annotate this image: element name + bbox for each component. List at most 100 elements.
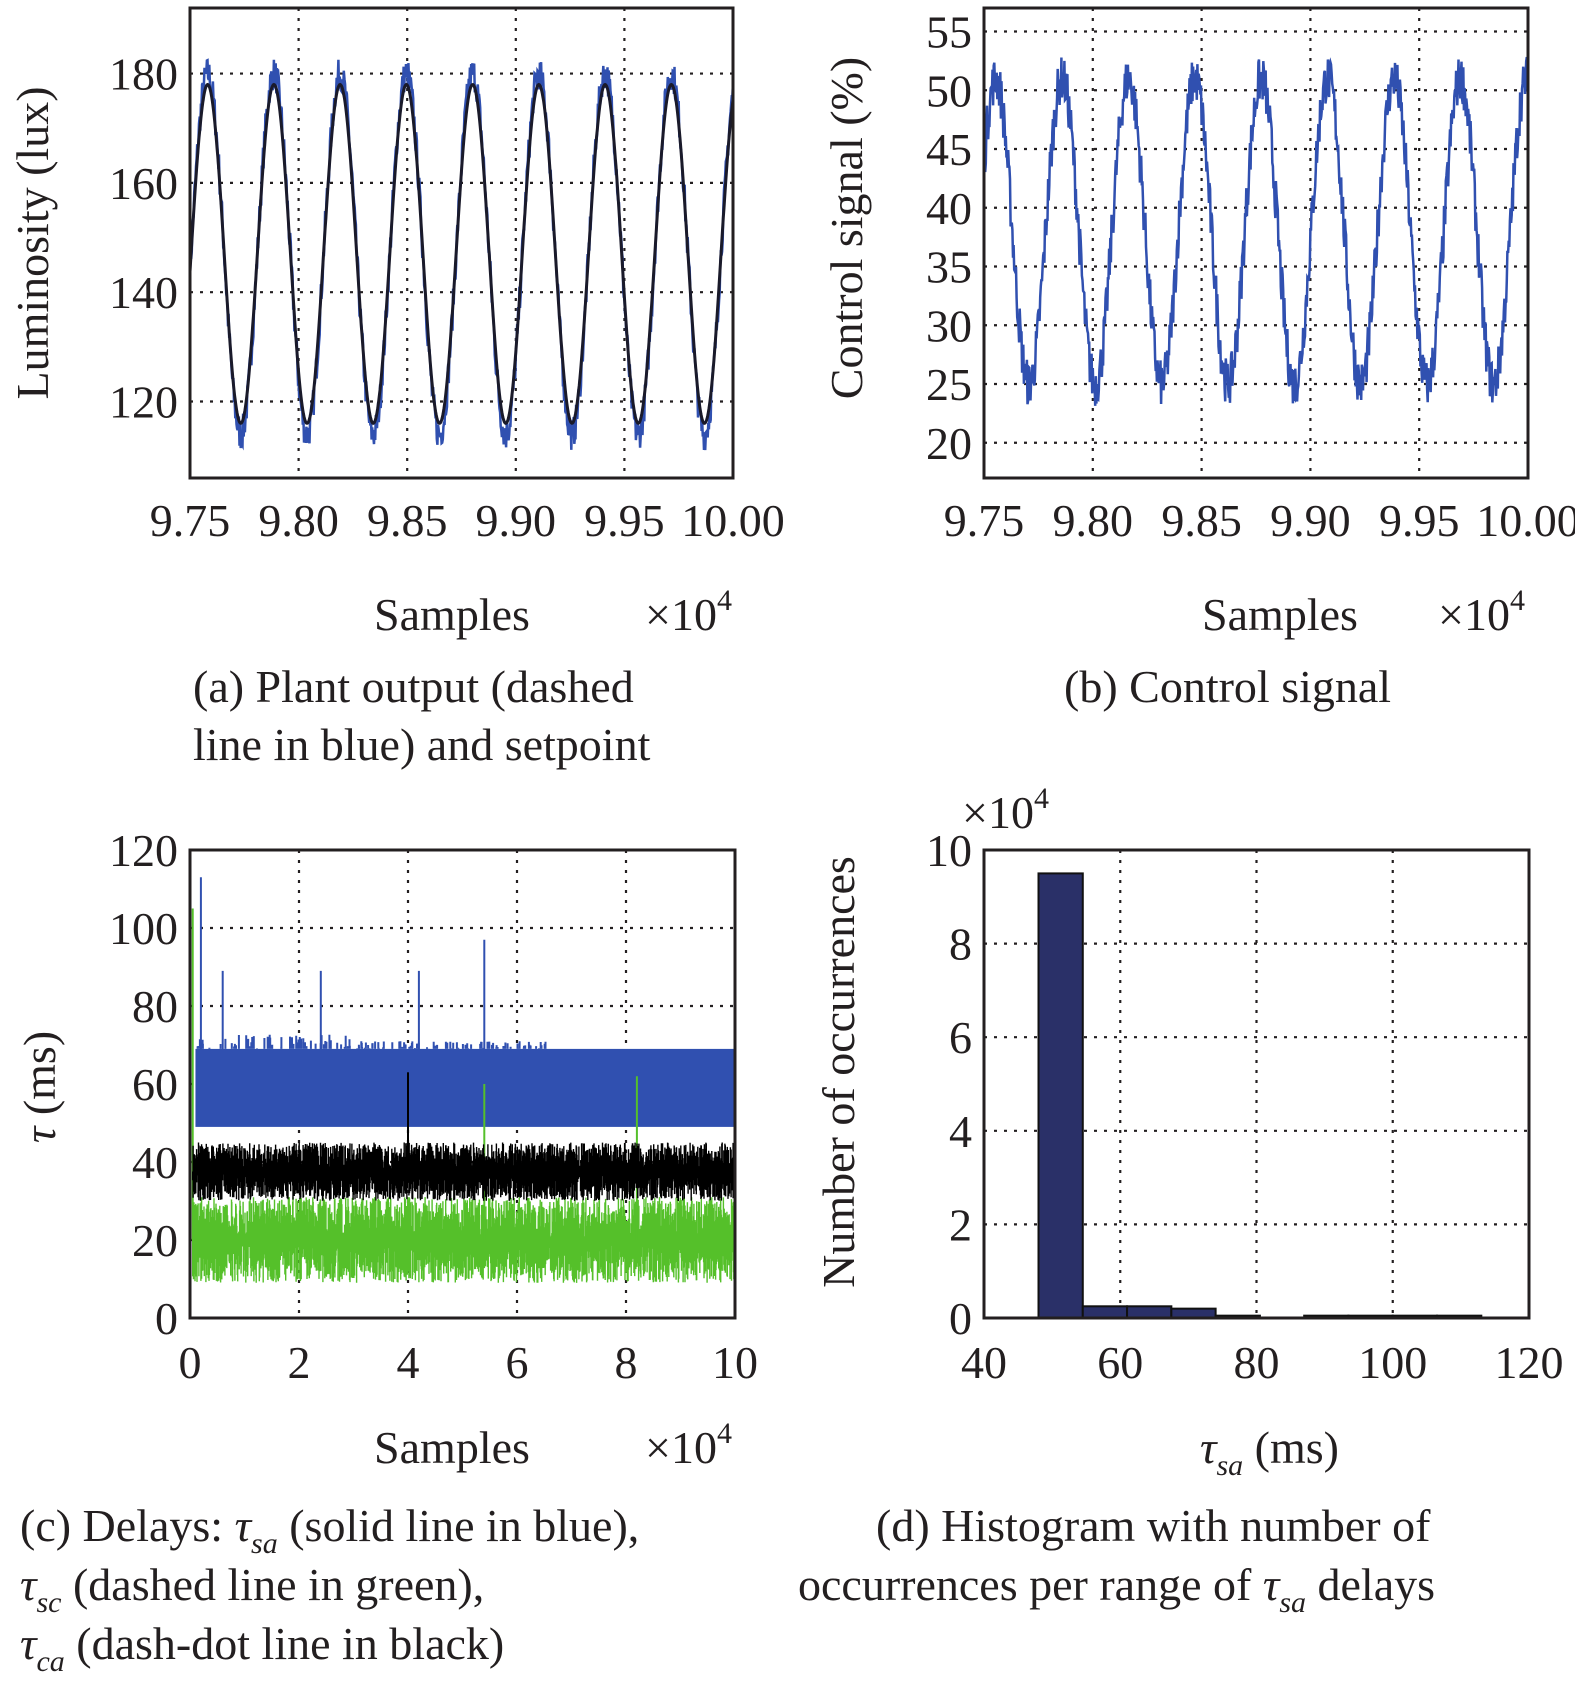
x-tick-label: 4 xyxy=(397,1337,420,1388)
panel-c-x-axis-label: Samples xyxy=(374,1422,530,1473)
y-tick-label: 60 xyxy=(132,1059,178,1110)
panel-c-y-axis-label: τ (ms) xyxy=(14,1031,65,1143)
histogram-bar xyxy=(1081,1305,1129,1320)
panel-d-y-multiplier: ×104 xyxy=(962,782,1049,838)
x-tick-label: 100 xyxy=(1358,1337,1427,1388)
panel-d-caption-line-1: (d) Histogram with number of xyxy=(876,1500,1431,1551)
y-tick-label: 10 xyxy=(926,825,972,876)
y-tick-label: 40 xyxy=(926,183,972,234)
histogram-bar xyxy=(1126,1305,1173,1320)
x-tick-label: 6 xyxy=(506,1337,529,1388)
y-tick-label: 40 xyxy=(132,1137,178,1188)
panel-d-y-axis-label: Number of occurrences xyxy=(813,856,864,1288)
panel-a-caption-line-1: (a) Plant output (dashed xyxy=(193,661,634,712)
panel-c-caption-line-2: τsc (dashed line in green), xyxy=(20,1559,484,1619)
panel-c-series xyxy=(191,877,736,1283)
panel-a-x-axis-label: Samples xyxy=(374,589,530,640)
panel-d-histogram-bars xyxy=(1037,872,1483,1320)
x-tick-label: 9.85 xyxy=(367,495,448,546)
panel-b-x-tick-labels: 9.75 9.80 9.85 9.90 9.95 10.00 xyxy=(944,495,1575,546)
x-tick-label: 60 xyxy=(1097,1337,1143,1388)
panel-b-x-multiplier: ×104 xyxy=(1438,584,1525,640)
panel-d-y-tick-labels: 0 2 4 6 8 10 xyxy=(926,825,972,1344)
x-tick-label: 9.85 xyxy=(1161,495,1242,546)
y-tick-label: 45 xyxy=(926,124,972,175)
y-tick-label: 8 xyxy=(949,919,972,970)
y-tick-label: 30 xyxy=(926,300,972,351)
x-tick-label: 10.00 xyxy=(1476,495,1575,546)
y-tick-label: 2 xyxy=(949,1199,972,1250)
y-tick-label: 120 xyxy=(109,376,178,427)
panel-b-y-tick-labels: 20 25 30 35 40 45 50 55 xyxy=(926,7,972,469)
x-tick-label: 9.95 xyxy=(584,495,665,546)
x-tick-label: 8 xyxy=(615,1337,638,1388)
panel-a-caption-line-2: line in blue) and setpoint xyxy=(193,719,651,770)
histogram-bar xyxy=(1037,872,1084,1320)
panel-d-caption-line-2: occurrences per range of τsa delays xyxy=(798,1559,1435,1619)
panel-c-caption-line-1: (c) Delays: τsa (solid line in blue), xyxy=(20,1500,639,1560)
x-tick-label: 9.90 xyxy=(476,495,557,546)
y-tick-label: 35 xyxy=(926,242,972,293)
tau-ca-series xyxy=(192,1072,736,1201)
x-tick-label: 9.75 xyxy=(944,495,1025,546)
y-tick-label: 0 xyxy=(949,1293,972,1344)
x-tick-label: 2 xyxy=(288,1337,311,1388)
y-tick-label: 80 xyxy=(132,981,178,1032)
panel-c-caption-line-3: τca (dash-dot line in black) xyxy=(20,1618,504,1678)
panel-b-series xyxy=(982,56,1530,406)
panel-d-x-tick-labels: 40 60 80 100 120 xyxy=(961,1337,1564,1388)
panel-a-series xyxy=(188,58,735,451)
x-tick-label: 10.00 xyxy=(681,495,785,546)
setpoint-line xyxy=(188,82,735,425)
y-tick-label: 0 xyxy=(155,1293,178,1344)
tau-sa-series xyxy=(195,877,735,1127)
panel-a-y-axis-label: Luminosity (lux) xyxy=(7,86,58,399)
y-tick-label: 20 xyxy=(926,418,972,469)
x-tick-label: 9.95 xyxy=(1379,495,1460,546)
panel-c: 0 20 40 60 80 100 120 0 2 4 6 8 10 τ (ms) Samples ×… xyxy=(14,825,758,1678)
y-tick-label: 140 xyxy=(109,267,178,318)
y-tick-label: 100 xyxy=(109,903,178,954)
panel-b-x-axis-label: Samples xyxy=(1202,589,1358,640)
panel-b-plot-frame xyxy=(982,6,1530,480)
panel-b-caption: (b) Control signal xyxy=(1064,661,1391,712)
panel-a-x-multiplier: ×104 xyxy=(645,584,732,640)
panel-d-plot-frame xyxy=(982,848,1531,1320)
y-tick-label: 25 xyxy=(926,359,972,410)
y-tick-label: 20 xyxy=(132,1215,178,1266)
x-tick-label: 9.80 xyxy=(1053,495,1134,546)
x-tick-label: 80 xyxy=(1234,1337,1280,1388)
tau-sc-series-band xyxy=(192,1197,736,1283)
x-tick-label: 10 xyxy=(712,1337,758,1388)
tau-ca-series-band xyxy=(192,1142,736,1201)
panel-b: 20 25 30 35 40 45 50 55 9.75 9.80 9.85 9.90 9.95 10.… xyxy=(821,6,1575,712)
panel-c-y-tick-labels: 0 20 40 60 80 100 120 xyxy=(109,825,178,1344)
signal-line xyxy=(188,58,735,451)
y-tick-label: 55 xyxy=(926,7,972,58)
x-tick-label: 9.90 xyxy=(1270,495,1351,546)
y-tick-label: 6 xyxy=(949,1012,972,1063)
panel-a-x-tick-labels: 9.75 9.80 9.85 9.90 9.95 10.00 xyxy=(150,495,785,546)
tau-sa-jitter xyxy=(196,1034,547,1049)
y-tick-label: 160 xyxy=(109,158,178,209)
signal-line xyxy=(982,56,1530,406)
panel-c-plot-frame xyxy=(188,848,737,1320)
panel-a-plot-frame xyxy=(188,6,735,480)
x-tick-label: 9.75 xyxy=(150,495,231,546)
y-tick-label: 180 xyxy=(109,49,178,100)
y-tick-label: 50 xyxy=(926,65,972,116)
y-tick-label: 4 xyxy=(949,1106,972,1157)
panel-a: 120 140 160 180 9.75 9.80 9.85 9.90 9.95 10.00 L… xyxy=(7,6,785,770)
panel-d: 0 2 4 6 8 10 40 60 80 100 120 ×104 Number of occu… xyxy=(798,782,1564,1619)
panel-b-y-axis-label: Control signal (%) xyxy=(821,57,872,399)
x-tick-label: 9.80 xyxy=(258,495,339,546)
y-tick-label: 120 xyxy=(109,825,178,876)
x-tick-label: 40 xyxy=(961,1337,1007,1388)
tau-sa-band xyxy=(195,1048,735,1127)
x-tick-label: 0 xyxy=(179,1337,202,1388)
panel-d-x-axis-label: τsa (ms) xyxy=(1200,1422,1339,1482)
panel-c-x-multiplier: ×104 xyxy=(645,1417,732,1473)
panel-a-y-tick-labels: 120 140 160 180 xyxy=(109,49,178,428)
x-tick-label: 120 xyxy=(1495,1337,1564,1388)
